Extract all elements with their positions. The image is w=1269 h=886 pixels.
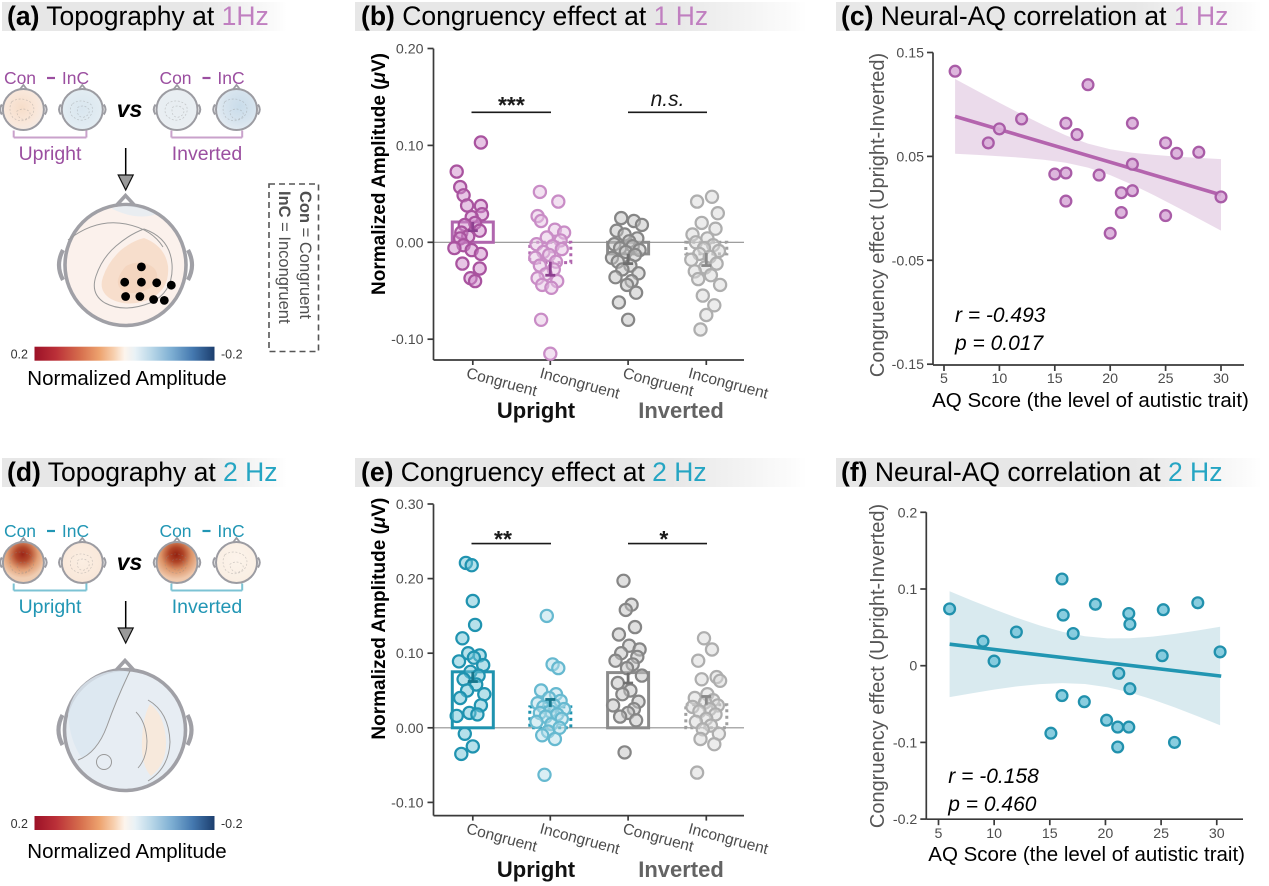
- svg-text:Inverted: Inverted: [638, 857, 724, 882]
- svg-text:5: 5: [935, 826, 943, 842]
- svg-text:Con: Con: [159, 521, 191, 541]
- svg-text:Congruency effect (Upright-Inv: Congruency effect (Upright-Inverted): [867, 504, 889, 828]
- svg-text:p = 0.460: p = 0.460: [947, 793, 1036, 816]
- svg-text:r = -0.493: r = -0.493: [955, 304, 1046, 327]
- svg-text:15: 15: [1047, 371, 1063, 387]
- svg-text:0.00: 0.00: [396, 721, 424, 737]
- svg-text:25: 25: [1153, 826, 1169, 842]
- svg-text:-0.15: -0.15: [892, 357, 924, 373]
- svg-text:Upright: Upright: [497, 857, 576, 882]
- svg-text:Con: Con: [159, 68, 191, 88]
- svg-text:0: 0: [909, 659, 917, 675]
- svg-text:vs: vs: [117, 96, 143, 122]
- svg-text:Inverted: Inverted: [172, 143, 242, 165]
- svg-text:0.2: 0.2: [898, 505, 918, 521]
- svg-text:0.00: 0.00: [396, 235, 424, 251]
- svg-text:Upright: Upright: [19, 143, 82, 165]
- svg-text:n.s.: n.s.: [651, 88, 685, 111]
- svg-text:InC = Incongruent: InC = Incongruent: [275, 191, 293, 324]
- svg-text:Con = Congruent: Con = Congruent: [296, 191, 314, 319]
- svg-text:0.10: 0.10: [396, 646, 424, 662]
- svg-text:-0.1: -0.1: [893, 735, 918, 751]
- svg-text:**: **: [494, 526, 512, 552]
- svg-text:Incongruent: Incongruent: [538, 820, 622, 858]
- svg-text:Congruent: Congruent: [621, 365, 696, 400]
- svg-text:0.1: 0.1: [898, 582, 918, 598]
- svg-text:0.30: 0.30: [396, 497, 424, 513]
- svg-text:0.05: 0.05: [896, 149, 924, 165]
- svg-text:30: 30: [1213, 371, 1229, 387]
- svg-text:Congruent: Congruent: [464, 365, 539, 400]
- svg-text:Congruent: Congruent: [464, 820, 539, 855]
- svg-text:10: 10: [992, 371, 1008, 387]
- svg-text:InC: InC: [62, 521, 89, 541]
- svg-text:25: 25: [1158, 371, 1174, 387]
- svg-text:Normalized Amplitude (μV): Normalized Amplitude (μV): [369, 53, 390, 295]
- svg-text:Normalized Amplitude: Normalized Amplitude: [27, 840, 226, 863]
- svg-text:-0.2: -0.2: [221, 817, 243, 831]
- svg-text:Con: Con: [4, 521, 36, 541]
- svg-text:InC: InC: [217, 68, 244, 88]
- svg-text:5: 5: [940, 371, 948, 387]
- svg-text:0.20: 0.20: [396, 42, 424, 58]
- svg-text:-0.10: -0.10: [391, 332, 423, 348]
- svg-text:AQ Score (the level of autisti: AQ Score (the level of autistic trait): [928, 843, 1245, 866]
- svg-text:Congruent: Congruent: [621, 820, 696, 855]
- svg-text:InC: InC: [62, 68, 89, 88]
- svg-text:0.15: 0.15: [896, 46, 924, 62]
- svg-text:30: 30: [1209, 826, 1225, 842]
- svg-text:20: 20: [1102, 371, 1118, 387]
- svg-text:Normalized Amplitude (μV): Normalized Amplitude (μV): [369, 498, 390, 740]
- svg-text:Con: Con: [4, 68, 36, 88]
- svg-text:Congruency effect (Upright-Inv: Congruency effect (Upright-Inverted): [867, 53, 889, 377]
- svg-text:Upright: Upright: [19, 596, 82, 618]
- svg-text:10: 10: [986, 826, 1002, 842]
- svg-text:Inverted: Inverted: [172, 596, 242, 618]
- svg-text:0.10: 0.10: [396, 138, 424, 154]
- svg-text:Upright: Upright: [497, 398, 576, 423]
- svg-text:-0.05: -0.05: [892, 253, 924, 269]
- svg-text:0.2: 0.2: [11, 348, 28, 362]
- svg-text:-0.2: -0.2: [893, 812, 918, 828]
- svg-text:AQ Score (the level of autisti: AQ Score (the level of autistic trait): [932, 389, 1249, 412]
- svg-text:vs: vs: [117, 549, 143, 575]
- svg-text:0.2: 0.2: [11, 817, 28, 831]
- svg-text:Normalized Amplitude: Normalized Amplitude: [27, 367, 226, 390]
- svg-text:20: 20: [1098, 826, 1114, 842]
- svg-text:Inverted: Inverted: [638, 398, 724, 423]
- svg-text:InC: InC: [217, 521, 244, 541]
- svg-text:r = -0.158: r = -0.158: [948, 765, 1039, 788]
- svg-text:0.20: 0.20: [396, 572, 424, 588]
- svg-text:Incongruent: Incongruent: [686, 820, 770, 858]
- svg-text:***: ***: [498, 92, 525, 118]
- svg-text:p = 0.017: p = 0.017: [954, 332, 1044, 355]
- svg-text:-0.10: -0.10: [391, 795, 423, 811]
- svg-text:15: 15: [1042, 826, 1058, 842]
- svg-text:*: *: [659, 526, 668, 552]
- svg-text:-0.2: -0.2: [221, 348, 243, 362]
